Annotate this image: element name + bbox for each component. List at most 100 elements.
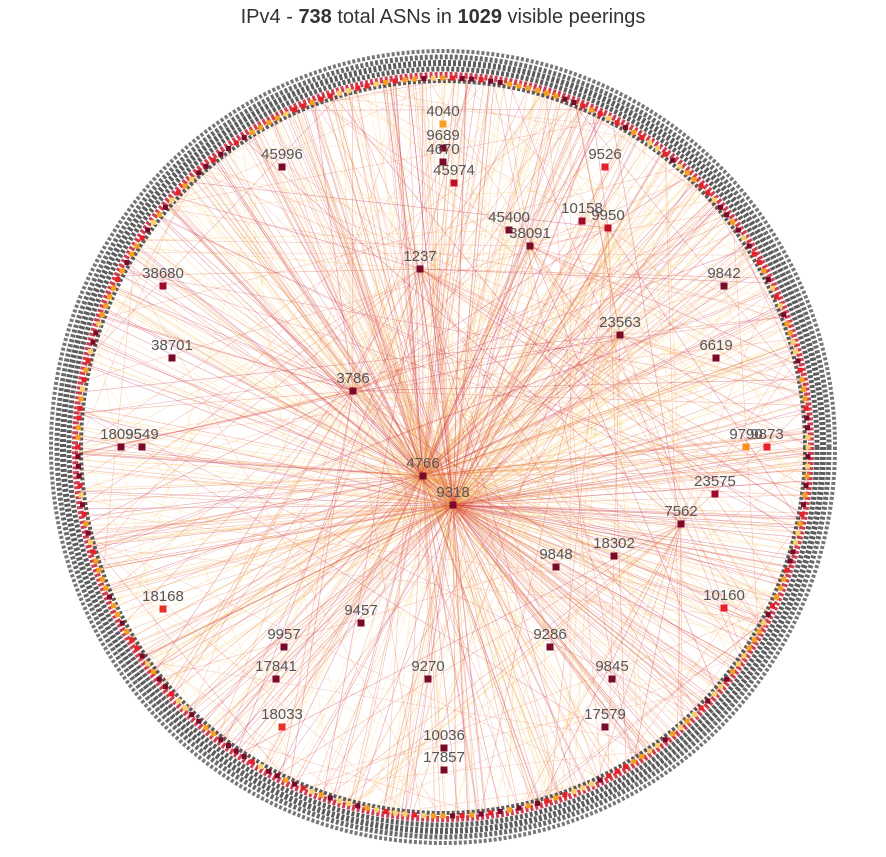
ring-node xyxy=(805,444,811,450)
ring-node xyxy=(90,549,96,555)
edge xyxy=(76,413,454,506)
ring-node xyxy=(355,85,361,91)
edge xyxy=(89,289,777,553)
edge xyxy=(452,447,812,506)
node-label: 9957 xyxy=(267,626,300,643)
ring-node xyxy=(478,811,484,817)
edge xyxy=(422,343,797,477)
edge xyxy=(422,475,459,819)
ring-node xyxy=(793,540,799,546)
edge xyxy=(575,282,774,795)
edge xyxy=(87,504,454,546)
ring-node xyxy=(777,585,783,591)
edge xyxy=(419,268,812,448)
edge xyxy=(202,164,424,477)
ring-node xyxy=(803,483,809,489)
edge xyxy=(312,98,421,270)
edge xyxy=(382,79,424,477)
edge xyxy=(294,504,454,788)
edge xyxy=(280,390,354,782)
ring-node xyxy=(115,612,121,618)
edge xyxy=(422,195,715,477)
edge xyxy=(452,95,563,506)
edge xyxy=(619,334,771,617)
node-label: 9270 xyxy=(411,658,444,675)
edge xyxy=(452,203,722,506)
edge xyxy=(422,78,493,477)
edge xyxy=(385,79,424,477)
edge xyxy=(342,88,454,506)
edge xyxy=(198,475,424,726)
edge xyxy=(77,272,768,492)
ring-node xyxy=(309,788,315,794)
edge xyxy=(208,159,454,506)
edge xyxy=(139,235,454,506)
edge xyxy=(349,475,424,807)
edge xyxy=(529,245,719,695)
edge xyxy=(619,315,788,336)
edge xyxy=(354,85,511,813)
edge xyxy=(452,504,795,557)
ring-node xyxy=(119,620,125,626)
edge xyxy=(92,504,454,562)
edge xyxy=(422,247,754,477)
edge xyxy=(381,504,454,814)
edge xyxy=(311,99,454,506)
edge xyxy=(422,183,703,477)
edge xyxy=(294,106,424,477)
edge xyxy=(352,390,777,606)
edge xyxy=(98,314,354,392)
edge xyxy=(452,504,458,819)
edge xyxy=(147,224,454,506)
edge xyxy=(452,195,716,506)
ring-node xyxy=(87,540,93,546)
edge xyxy=(529,245,807,388)
edge xyxy=(239,136,682,525)
edge xyxy=(132,646,673,739)
edge xyxy=(160,504,454,686)
edge xyxy=(422,139,651,477)
edge xyxy=(118,475,424,624)
edge xyxy=(340,523,682,805)
edge xyxy=(103,504,454,592)
ring-node xyxy=(691,176,697,182)
ring-node xyxy=(75,444,81,450)
edge xyxy=(132,246,421,270)
edge xyxy=(422,169,689,477)
edge xyxy=(612,515,805,778)
edge xyxy=(90,390,354,556)
edge xyxy=(189,177,498,816)
edge xyxy=(452,186,707,506)
edge xyxy=(422,475,771,617)
edge xyxy=(352,189,710,392)
edge xyxy=(95,323,454,506)
edge xyxy=(452,504,740,668)
edge xyxy=(351,86,354,392)
ring-node xyxy=(336,90,342,96)
edge xyxy=(266,475,424,774)
edge xyxy=(394,78,424,477)
edge xyxy=(422,75,469,477)
edge xyxy=(422,258,761,477)
ring-node xyxy=(724,212,730,218)
edge xyxy=(352,75,458,392)
ring-node xyxy=(614,768,620,774)
edge xyxy=(680,355,801,525)
edge xyxy=(452,504,641,762)
edge xyxy=(105,390,354,596)
edge xyxy=(279,686,725,781)
edge xyxy=(350,86,655,143)
node-marker xyxy=(424,675,432,683)
edge xyxy=(452,153,670,506)
edge xyxy=(270,118,505,814)
edge xyxy=(452,504,764,631)
edge xyxy=(452,224,738,506)
edge xyxy=(103,504,454,590)
edge xyxy=(435,74,609,229)
edge xyxy=(422,168,688,477)
edge xyxy=(452,202,721,506)
edge xyxy=(422,475,676,737)
node-label: 17579 xyxy=(584,706,626,723)
title: IPv4 - 738 total ASNs in 1029 visible pe… xyxy=(0,6,886,29)
edge xyxy=(111,475,424,609)
